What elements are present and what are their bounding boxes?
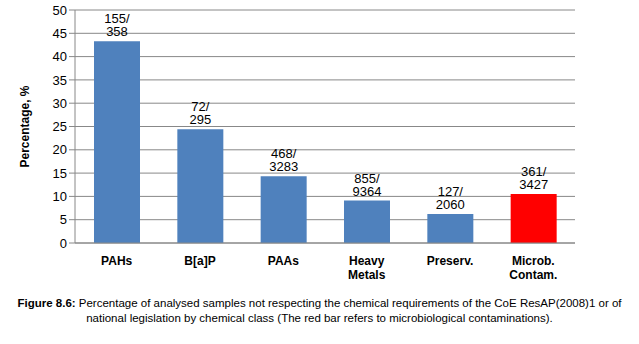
svg-text:Percentage, %: Percentage, % [18, 85, 32, 167]
svg-text:35: 35 [53, 73, 67, 88]
svg-text:45: 45 [53, 26, 67, 41]
svg-text:Preserv.: Preserv. [427, 254, 473, 268]
svg-text:361/3427: 361/3427 [519, 164, 548, 192]
svg-text:5: 5 [60, 212, 67, 227]
svg-text:PAHs: PAHs [101, 254, 132, 268]
svg-text:Microb.Contam.: Microb.Contam. [509, 254, 557, 282]
svg-text:0: 0 [60, 236, 67, 251]
svg-text:72/295: 72/295 [189, 99, 211, 127]
svg-text:10: 10 [53, 189, 67, 204]
svg-text:40: 40 [53, 49, 67, 64]
svg-text:30: 30 [53, 96, 67, 111]
svg-text:468/3283: 468/3283 [269, 146, 298, 174]
html-text:Figure 8.6: Percentage of anal: Figure 8.6: Percentage of analysed sampl… [17, 297, 622, 324]
svg-text:HeavyMetals: HeavyMetals [348, 254, 386, 282]
svg-text:25: 25 [53, 119, 67, 134]
svg-text:127/2060: 127/2060 [436, 184, 465, 212]
svg-text:50: 50 [53, 3, 67, 18]
svg-text:PAAs: PAAs [268, 254, 299, 268]
svg-text:15: 15 [53, 166, 67, 181]
svg-text:20: 20 [53, 142, 67, 157]
svg-text:B[a]P: B[a]P [184, 254, 215, 268]
svg-text:155/358: 155/358 [104, 11, 130, 39]
svg-text:855/9364: 855/9364 [353, 171, 382, 199]
